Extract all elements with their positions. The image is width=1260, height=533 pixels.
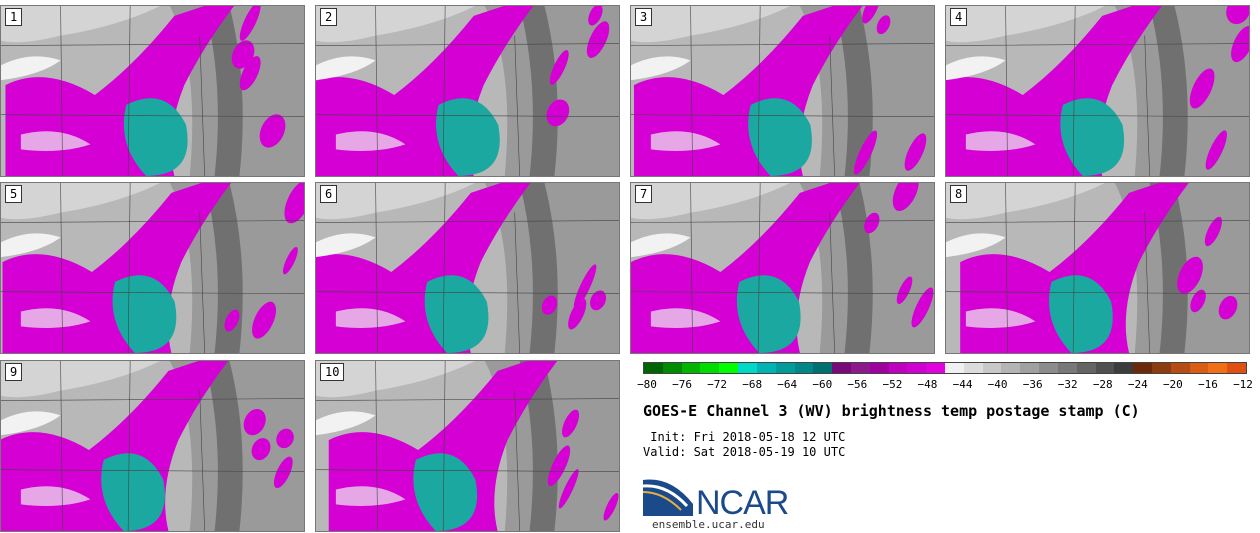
- colorbar-segment: [662, 363, 682, 373]
- panel-number: 4: [950, 8, 968, 26]
- map-panel: 4: [945, 5, 1250, 177]
- colorbar-segment: [794, 363, 814, 373]
- map-panel: 3: [630, 5, 935, 177]
- panel-number: 10: [320, 363, 345, 381]
- colorbar-segment: [963, 363, 983, 373]
- colorbar-segment: [832, 363, 851, 373]
- colorbar-tick-label: −56: [847, 378, 868, 391]
- init-time: Init: Fri 2018-05-18 12 UTC: [643, 430, 846, 444]
- colorbar-tick-label: −64: [777, 378, 798, 391]
- map-panel: 5: [0, 182, 305, 354]
- colorbar-segment: [700, 363, 720, 373]
- colorbar-segment: [1057, 363, 1077, 373]
- panel-number: 7: [635, 185, 653, 203]
- colorbar-segment: [945, 363, 964, 373]
- panel-number: 2: [320, 8, 338, 26]
- colorbar-segment: [719, 363, 739, 373]
- logo-url: ensemble.ucar.edu: [652, 518, 765, 531]
- colorbar-tick-label: −20: [1162, 378, 1183, 391]
- colorbar-tick-label: −24: [1127, 378, 1148, 391]
- colorbar-tick-label: −60: [812, 378, 833, 391]
- colorbar-segment: [813, 363, 833, 373]
- colorbar-segment: [1095, 363, 1115, 373]
- colorbar-segment: [681, 363, 701, 373]
- colorbar-tick-label: −48: [917, 378, 938, 391]
- map-panel: 2: [315, 5, 620, 177]
- ncar-logo-icon: [643, 479, 693, 516]
- logo-text: NCAR: [696, 484, 789, 522]
- panel-number: 6: [320, 185, 338, 203]
- colorbar-segment: [888, 363, 908, 373]
- colorbar-segment: [1039, 363, 1058, 373]
- colorbar-segment: [738, 363, 757, 373]
- colorbar-tick-label: −76: [672, 378, 692, 391]
- map-panel: 8: [945, 182, 1250, 354]
- colorbar-segment: [1227, 363, 1246, 373]
- colorbar-segment: [926, 363, 945, 373]
- colorbar-segment: [869, 363, 889, 373]
- colorbar-tick-label: −28: [1092, 378, 1113, 391]
- colorbar-segment: [1208, 363, 1228, 373]
- colorbar-tick-label: −44: [952, 378, 973, 391]
- colorbar-segment: [1076, 363, 1096, 373]
- colorbar-tick-label: −36: [1022, 378, 1043, 391]
- figure-title: GOES-E Channel 3 (WV) brightness temp po…: [643, 402, 1140, 420]
- colorbar-segment: [1189, 363, 1209, 373]
- colorbar-segment: [756, 363, 776, 373]
- colorbar-segment: [1114, 363, 1134, 373]
- colorbar-segment: [982, 363, 1002, 373]
- colorbar-tick-label: −32: [1057, 378, 1078, 391]
- panel-number: 5: [5, 185, 23, 203]
- valid-time: Valid: Sat 2018-05-19 10 UTC: [643, 445, 846, 459]
- colorbar-tick-label: −80: [637, 378, 657, 391]
- colorbar-ticks: −80 −76 −72 −68 −64 −60 −56 −52 −48 −44 −40 −36 −32 −…: [637, 378, 1253, 394]
- colorbar-tick-label: −12: [1233, 378, 1253, 391]
- map-panel: 7: [630, 182, 935, 354]
- map-panel: 6: [315, 182, 620, 354]
- colorbar-segment: [1170, 363, 1190, 373]
- colorbar-segment: [775, 363, 795, 373]
- colorbar-tick-label: −72: [707, 378, 728, 391]
- map-panel: 1: [0, 5, 305, 177]
- colorbar-tick-label: −16: [1198, 378, 1218, 391]
- colorbar-segment: [850, 363, 870, 373]
- map-panel: 10: [315, 360, 620, 532]
- colorbar-segment: [1133, 363, 1152, 373]
- panel-number: 8: [950, 185, 968, 203]
- colorbar: [643, 362, 1247, 374]
- panel-number: 1: [5, 8, 23, 26]
- colorbar-segment: [907, 363, 927, 373]
- colorbar-segment: [1020, 363, 1040, 373]
- panel-number: 9: [5, 363, 23, 381]
- colorbar-tick-label: −52: [882, 378, 903, 391]
- colorbar-tick-label: −40: [987, 378, 1008, 391]
- colorbar-segment: [1151, 363, 1171, 373]
- panel-number: 3: [635, 8, 653, 26]
- colorbar-tick-label: −68: [742, 378, 763, 391]
- map-panel: 9: [0, 360, 305, 532]
- colorbar-segment: [644, 363, 663, 373]
- colorbar-segment: [1001, 363, 1021, 373]
